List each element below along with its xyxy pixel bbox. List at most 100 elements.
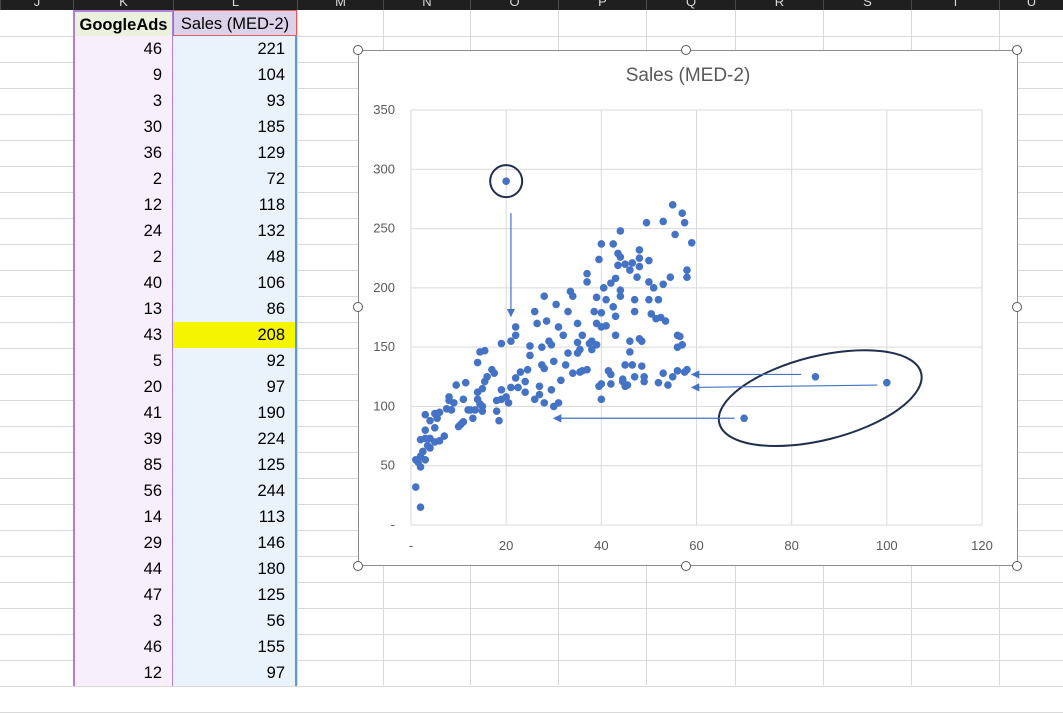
cell-sales[interactable]: 93 — [173, 88, 297, 114]
data-point — [659, 280, 667, 289]
cell-sales-highlighted[interactable]: 208 — [173, 322, 297, 348]
column-header-r[interactable]: R — [735, 0, 823, 10]
cell-googleads[interactable]: 9 — [73, 62, 173, 88]
cell-googleads[interactable]: 44 — [73, 556, 173, 582]
column-header-o[interactable]: O — [470, 0, 558, 10]
column-header-p[interactable]: P — [558, 0, 646, 10]
cell-sales[interactable]: 185 — [173, 114, 297, 140]
cell-sales[interactable]: 113 — [173, 504, 297, 530]
cell-sales[interactable]: 180 — [173, 556, 297, 582]
cell-sales[interactable]: 125 — [173, 582, 297, 608]
data-point — [511, 374, 520, 382]
cell-sales[interactable]: 106 — [173, 270, 297, 296]
column-header-t[interactable]: T — [911, 0, 999, 10]
cell-googleads[interactable]: 2 — [73, 166, 173, 192]
data-point — [490, 369, 499, 378]
cell-sales[interactable]: 86 — [173, 296, 297, 322]
cell-sales[interactable]: 221 — [173, 36, 297, 62]
data-point — [421, 426, 430, 434]
cell-sales[interactable]: 72 — [173, 166, 297, 192]
data-point — [583, 365, 591, 374]
cell-googleads[interactable]: 2 — [73, 244, 173, 270]
cell-googleads[interactable]: 12 — [73, 660, 173, 686]
cell-sales[interactable]: 97 — [173, 374, 297, 400]
column-header-u[interactable]: U — [999, 0, 1063, 10]
cell-googleads[interactable]: 30 — [73, 114, 173, 140]
column-header-q[interactable]: Q — [646, 0, 735, 10]
data-point — [602, 322, 610, 330]
data-point — [673, 367, 682, 375]
cell-sales[interactable]: 97 — [173, 660, 297, 686]
cell-sales[interactable]: 125 — [173, 452, 297, 478]
annotation-arrow — [690, 383, 878, 392]
chart-resize-handle[interactable] — [1012, 302, 1022, 312]
chart-area[interactable]: Sales (MED-2) - 20 40 60 80 100 120 - 50 100 150 20… — [358, 50, 1018, 566]
column-gridline — [297, 10, 298, 685]
cell-googleads[interactable]: 46 — [73, 36, 173, 62]
cell-googleads[interactable]: 47 — [73, 582, 173, 608]
cell-sales[interactable]: 92 — [173, 348, 297, 374]
cell-googleads[interactable]: 39 — [73, 426, 173, 452]
cell-sales[interactable]: 224 — [173, 426, 297, 452]
cell-googleads[interactable]: 85 — [73, 452, 173, 478]
cell-googleads[interactable]: 46 — [73, 634, 173, 660]
cell-googleads[interactable]: 12 — [73, 192, 173, 218]
column-header-m[interactable]: M — [297, 0, 383, 10]
chart-resize-handle[interactable] — [681, 45, 691, 55]
column-header-l[interactable]: L — [173, 0, 297, 10]
column-header-k[interactable]: K — [73, 0, 173, 10]
cell-googleads[interactable]: 40 — [73, 270, 173, 296]
cell-sales[interactable]: 146 — [173, 530, 297, 556]
x-tick-label: - — [409, 538, 413, 553]
chart-title[interactable]: Sales (MED-2) — [625, 65, 751, 86]
cell-googleads[interactable]: 13 — [73, 296, 173, 322]
cell-googleads[interactable]: 56 — [73, 478, 173, 504]
cell-googleads[interactable]: 3 — [73, 88, 173, 114]
chart-resize-handle[interactable] — [681, 561, 691, 571]
chart-resize-handle[interactable] — [353, 302, 363, 312]
cell-googleads[interactable]: 41 — [73, 400, 173, 426]
cell-googleads[interactable]: 43 — [73, 322, 173, 348]
column-header-s[interactable]: S — [823, 0, 911, 10]
cell-sales[interactable]: 244 — [173, 478, 297, 504]
cell-googleads[interactable]: 24 — [73, 218, 173, 244]
chart-resize-handle[interactable] — [1012, 45, 1022, 55]
cell-sales[interactable]: 132 — [173, 218, 297, 244]
header-cell-googleads[interactable]: GoogleAds — [73, 10, 173, 36]
column-header-j[interactable]: J — [0, 0, 73, 10]
cell-sales[interactable]: 104 — [173, 62, 297, 88]
data-point — [623, 381, 632, 389]
chart-resize-handle[interactable] — [353, 561, 363, 571]
chart-resize-handle[interactable] — [353, 45, 363, 55]
column-header-n[interactable]: N — [383, 0, 470, 10]
data-point — [683, 266, 691, 274]
x-tick-label: 40 — [594, 538, 608, 553]
data-point — [645, 278, 653, 286]
header-cell-sales[interactable]: Sales (MED-2) — [173, 10, 297, 36]
cell-googleads[interactable]: 14 — [73, 504, 173, 530]
data-point — [607, 380, 615, 388]
cell-sales[interactable]: 118 — [173, 192, 297, 218]
data-point — [649, 284, 658, 292]
cell-sales[interactable]: 56 — [173, 608, 297, 634]
cell-googleads[interactable]: 3 — [73, 608, 173, 634]
chart-resize-handle[interactable] — [1012, 561, 1022, 571]
data-point — [607, 279, 615, 287]
data-point — [535, 390, 544, 399]
cell-sales[interactable]: 190 — [173, 400, 297, 426]
cell-googleads[interactable]: 5 — [73, 348, 173, 374]
cell-googleads[interactable]: 29 — [73, 530, 173, 556]
data-point — [533, 319, 541, 328]
cell-sales[interactable]: 155 — [173, 634, 297, 660]
cell-googleads[interactable]: 20 — [73, 374, 173, 400]
cell-sales[interactable]: 129 — [173, 140, 297, 166]
data-point — [573, 338, 582, 347]
cell-googleads[interactable]: 36 — [73, 140, 173, 166]
data-point — [426, 444, 434, 452]
data-point — [621, 260, 629, 268]
data-point — [416, 463, 425, 471]
data-point — [549, 357, 558, 366]
data-point — [588, 345, 596, 354]
cell-sales[interactable]: 48 — [173, 244, 297, 270]
